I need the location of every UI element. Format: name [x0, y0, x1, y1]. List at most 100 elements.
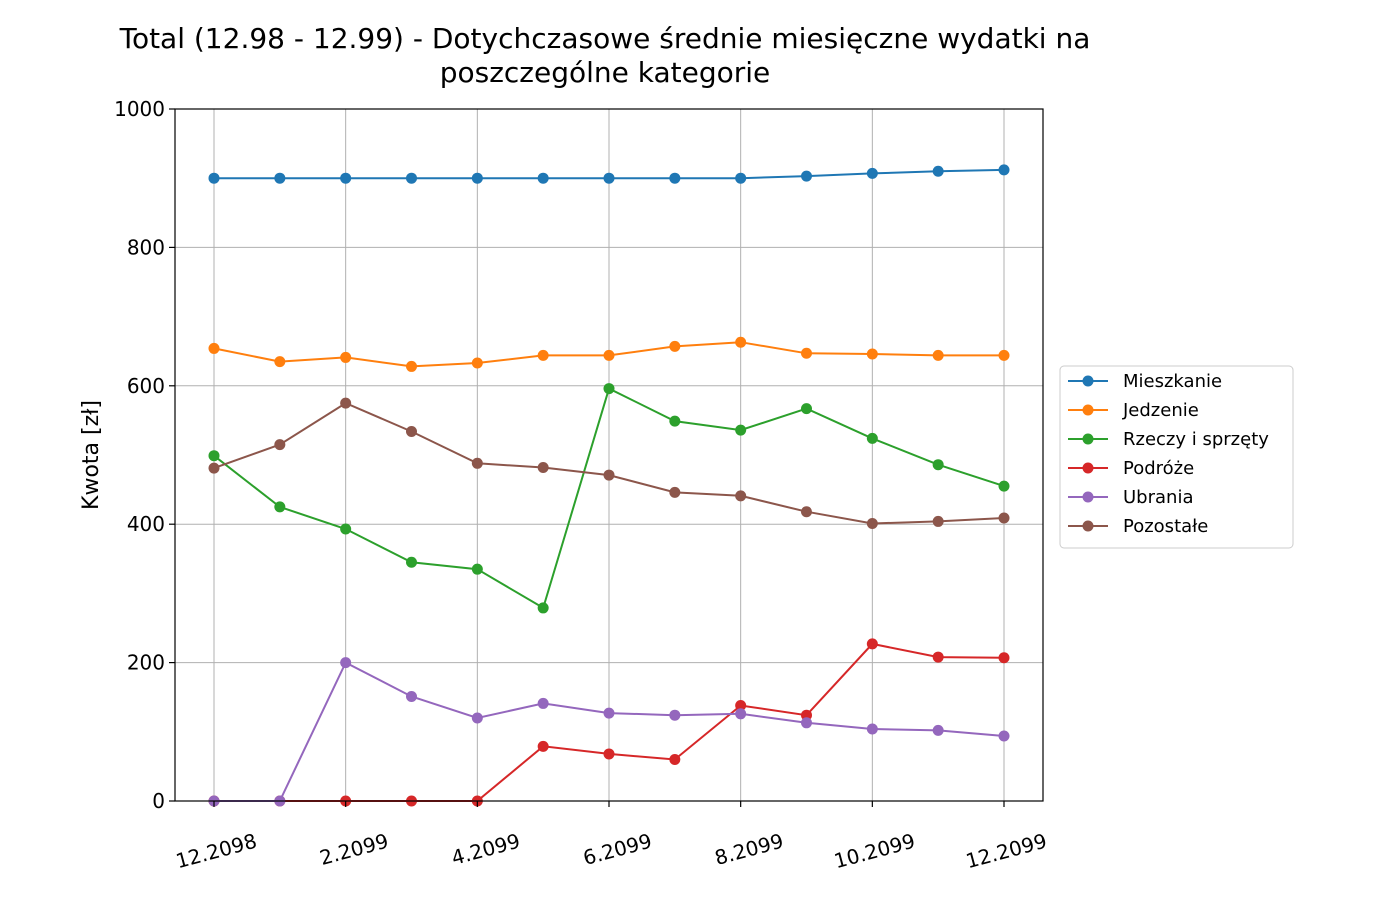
x-tick-label: 8.2099 — [712, 829, 786, 870]
legend-marker — [1082, 404, 1094, 416]
data-point — [866, 167, 878, 179]
y-axis-label: Kwota [zł] — [79, 400, 104, 510]
data-point — [669, 340, 681, 352]
chart-title: Total (12.98 - 12.99) - Dotychczasowe śr… — [0, 22, 1210, 90]
data-point — [537, 461, 549, 473]
legend-label: Mieszkanie — [1123, 371, 1222, 392]
x-tick-label: 12.2099 — [963, 829, 1049, 874]
data-point — [208, 172, 220, 184]
y-tick-label: 600 — [127, 374, 165, 398]
legend-item: Podróże — [1068, 458, 1194, 479]
data-point — [669, 172, 681, 184]
chart-title-line-1: Total (12.98 - 12.99) - Dotychczasowe śr… — [119, 22, 1091, 55]
data-point — [471, 357, 483, 369]
data-point — [735, 424, 747, 436]
data-point — [340, 523, 352, 535]
y-tick-label: 0 — [152, 789, 165, 813]
data-point — [735, 700, 747, 712]
data-point — [801, 170, 812, 182]
legend-label: Pozostałe — [1123, 516, 1208, 537]
legend-item: Pozostałe — [1068, 516, 1208, 537]
data-point — [735, 172, 747, 184]
data-point — [866, 723, 878, 735]
data-point — [208, 342, 220, 354]
data-point — [669, 709, 681, 721]
data-point — [669, 415, 681, 427]
legend-marker — [1082, 433, 1094, 445]
data-point — [274, 172, 286, 184]
data-point — [932, 724, 944, 736]
data-point — [735, 708, 747, 720]
data-point — [932, 165, 944, 177]
data-point — [801, 709, 812, 721]
y-tick-label: 1000 — [114, 97, 165, 121]
data-point — [669, 753, 681, 765]
data-point — [801, 506, 812, 518]
y-tick-label: 400 — [127, 512, 165, 536]
data-point — [998, 349, 1010, 361]
legend-item: Jedzenie — [1068, 400, 1199, 421]
data-point — [274, 501, 286, 513]
legend-marker — [1082, 375, 1094, 387]
legend-label: Ubrania — [1123, 487, 1193, 508]
data-point — [801, 717, 812, 729]
data-point — [866, 348, 878, 360]
data-point — [340, 397, 352, 409]
data-point — [932, 515, 944, 527]
legend-label: Podróże — [1123, 458, 1194, 479]
data-point — [340, 657, 352, 669]
x-tick-label: 6.2099 — [580, 829, 654, 870]
data-point — [406, 172, 417, 184]
data-point — [340, 351, 352, 363]
legend-item: Ubrania — [1068, 487, 1193, 508]
data-point — [603, 349, 615, 361]
data-point — [932, 651, 944, 663]
series-2 — [208, 383, 1010, 614]
legend-label: Jedzenie — [1122, 400, 1199, 421]
data-point — [801, 347, 812, 359]
data-point — [208, 450, 220, 462]
series-0 — [208, 164, 1010, 184]
data-point — [537, 602, 549, 614]
data-point — [471, 172, 483, 184]
data-point — [537, 697, 549, 709]
data-point — [998, 164, 1010, 176]
data-point — [669, 486, 681, 498]
data-point — [406, 425, 417, 437]
legend: Mieszkanie Jedzenie Rzeczy i sprzęty Podróż… — [1059, 365, 1294, 549]
x-tick-label: 2.2099 — [317, 829, 391, 870]
data-point — [537, 172, 549, 184]
x-tick-label: 12.2098 — [173, 829, 259, 874]
data-point — [866, 432, 878, 444]
data-point — [406, 691, 417, 703]
data-point — [208, 462, 220, 474]
data-point — [603, 748, 615, 760]
series-4 — [208, 657, 1010, 807]
data-point — [866, 638, 878, 650]
data-point — [866, 518, 878, 530]
x-tick-label: 4.2099 — [449, 829, 523, 870]
legend-marker — [1082, 462, 1094, 474]
data-point — [340, 172, 352, 184]
data-point — [471, 712, 483, 724]
legend-item: Rzeczy i sprzęty — [1068, 429, 1269, 450]
series-layer — [208, 164, 1010, 807]
x-axis: 12.2098 2.2099 4.2099 6.2099 8.2099 10.2099 12… — [173, 801, 1049, 873]
data-point — [274, 356, 286, 368]
chart-title-line-2: poszczególne kategorie — [439, 56, 771, 89]
data-point — [537, 349, 549, 361]
data-point — [603, 172, 615, 184]
data-point — [406, 360, 417, 372]
data-point — [274, 439, 286, 451]
data-point — [603, 707, 615, 719]
data-point — [998, 730, 1010, 742]
y-tick-label: 800 — [127, 235, 165, 259]
data-point — [603, 383, 615, 395]
data-point — [932, 349, 944, 361]
data-point — [932, 459, 944, 471]
data-point — [998, 512, 1010, 524]
data-point — [471, 457, 483, 469]
data-point — [603, 469, 615, 481]
data-point — [735, 490, 747, 502]
